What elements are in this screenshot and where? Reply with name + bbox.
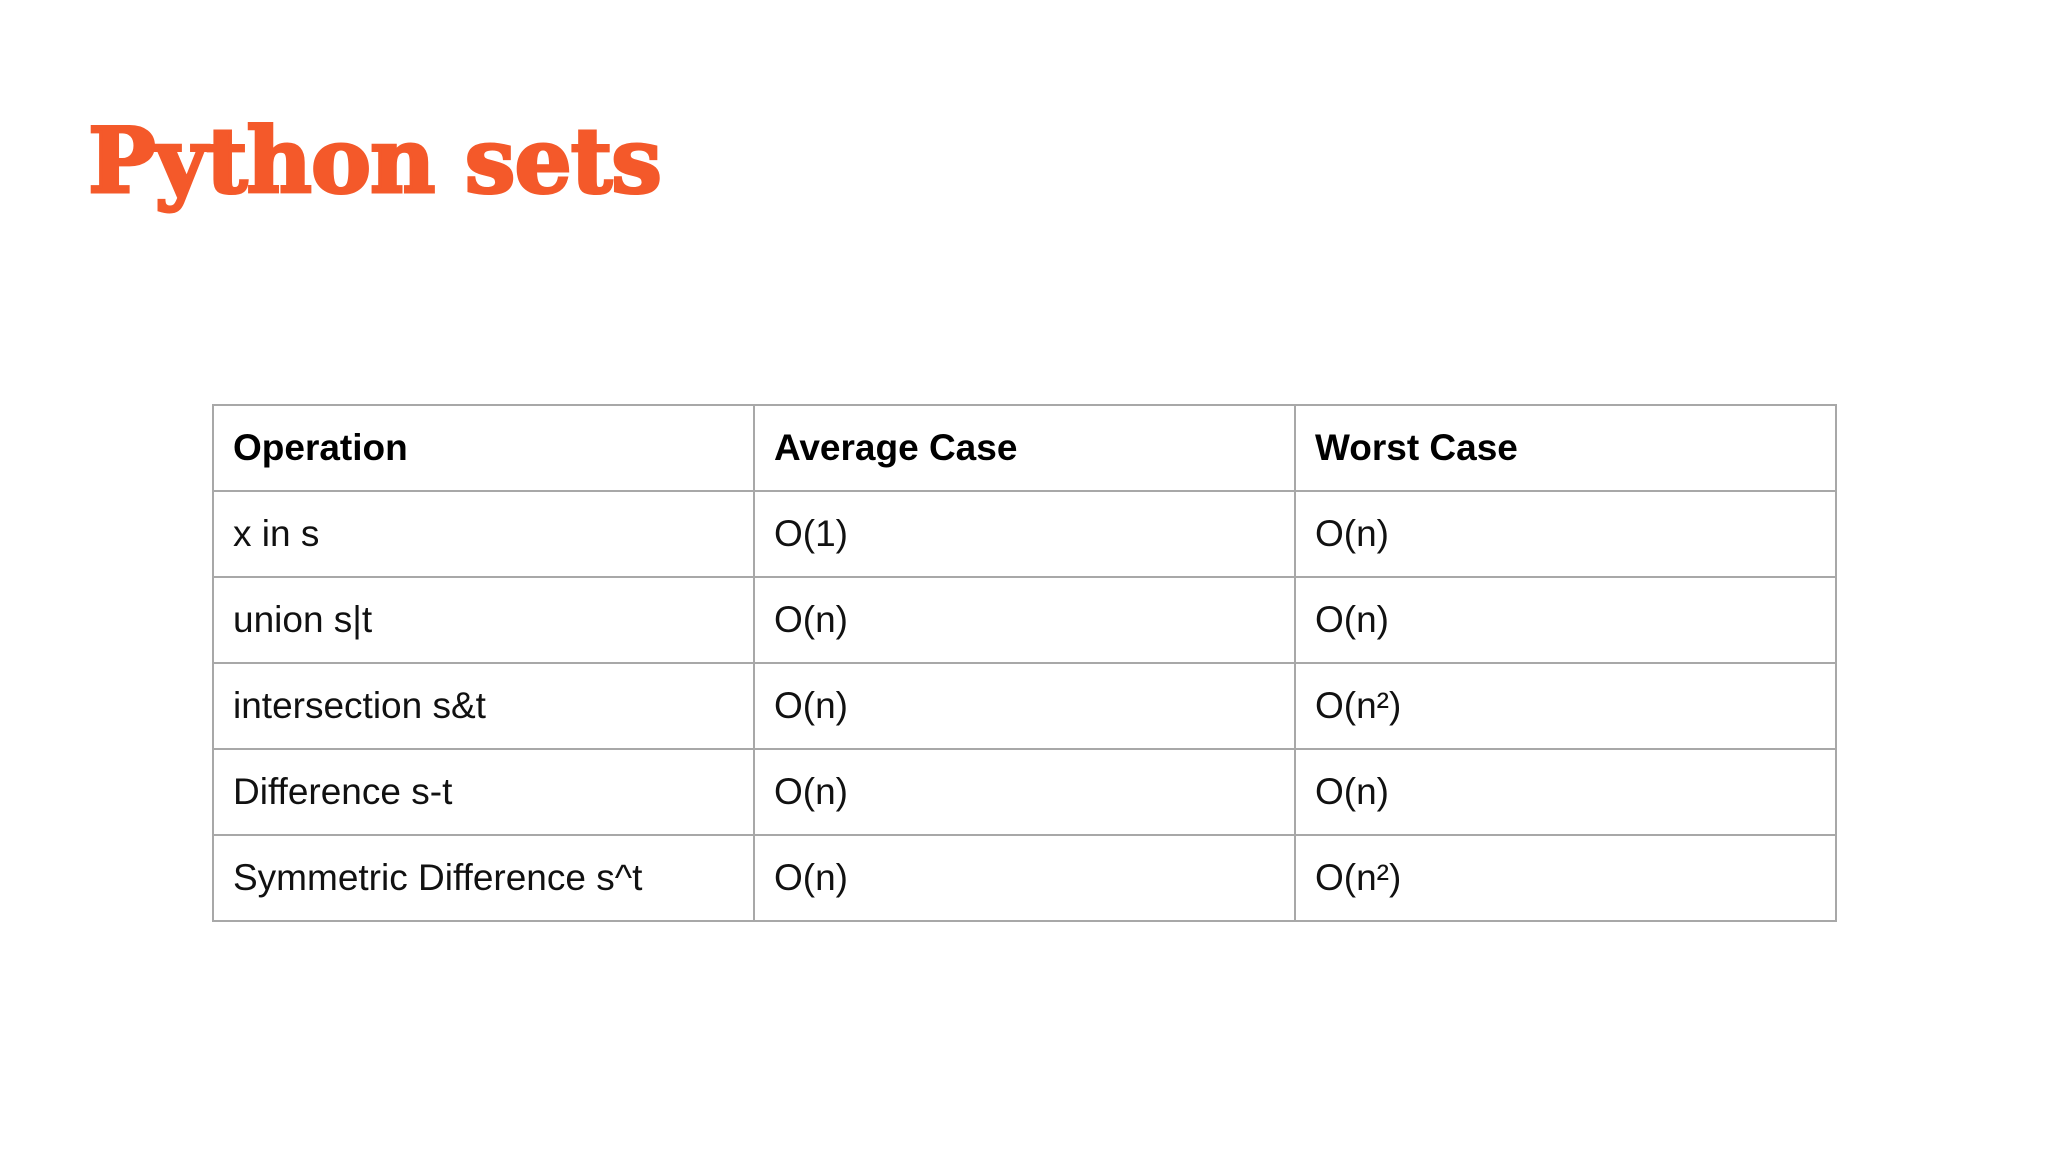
table-row: x in s O(1) O(n) [212, 490, 1837, 578]
cell-operation: union s|t [212, 576, 755, 664]
complexity-table-container: Operation Average Case Worst Case x in s… [212, 404, 1837, 922]
cell-average-case: O(n) [753, 576, 1296, 664]
slide-title: Python sets [87, 108, 664, 214]
cell-operation: Symmetric Difference s^t [212, 834, 755, 922]
cell-operation: intersection s&t [212, 662, 755, 750]
cell-average-case: O(1) [753, 490, 1296, 578]
table-row: Symmetric Difference s^t O(n) O(n²) [212, 834, 1837, 922]
table-row: intersection s&t O(n) O(n²) [212, 662, 1837, 750]
cell-average-case: O(n) [753, 834, 1296, 922]
cell-average-case: O(n) [753, 748, 1296, 836]
table-row: Difference s-t O(n) O(n) [212, 748, 1837, 836]
header-operation: Operation [212, 404, 755, 492]
cell-worst-case: O(n²) [1294, 834, 1837, 922]
cell-average-case: O(n) [753, 662, 1296, 750]
cell-worst-case: O(n) [1294, 576, 1837, 664]
table-row: union s|t O(n) O(n) [212, 576, 1837, 664]
complexity-table: Operation Average Case Worst Case x in s… [212, 404, 1837, 922]
table-header-row: Operation Average Case Worst Case [212, 404, 1837, 492]
cell-worst-case: O(n) [1294, 748, 1837, 836]
cell-operation: Difference s-t [212, 748, 755, 836]
header-worst-case: Worst Case [1294, 404, 1837, 492]
header-average-case: Average Case [753, 404, 1296, 492]
cell-worst-case: O(n²) [1294, 662, 1837, 750]
cell-worst-case: O(n) [1294, 490, 1837, 578]
cell-operation: x in s [212, 490, 755, 578]
